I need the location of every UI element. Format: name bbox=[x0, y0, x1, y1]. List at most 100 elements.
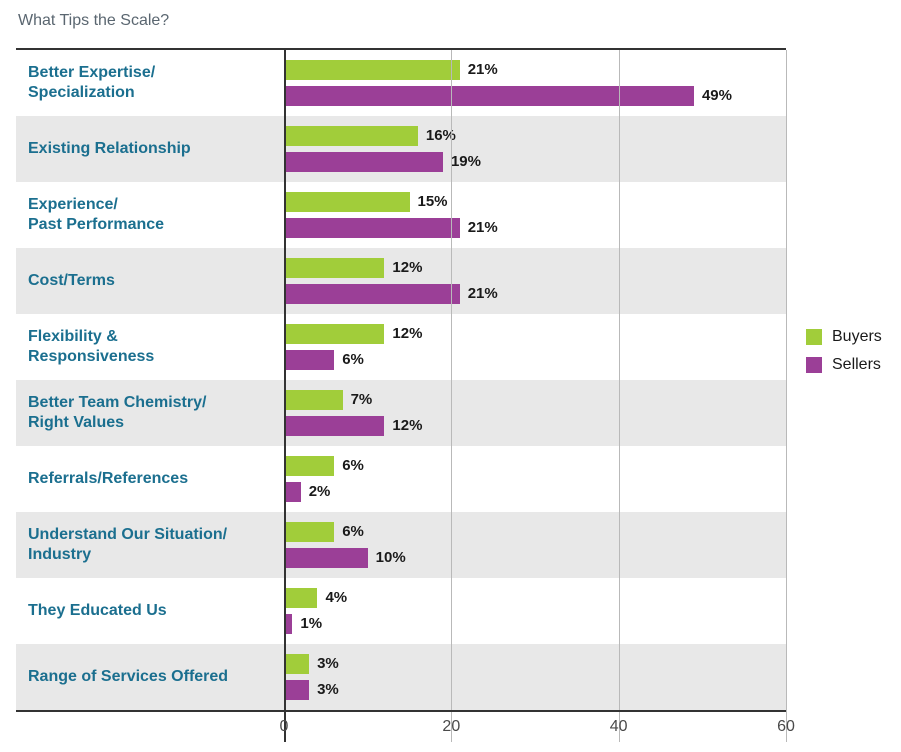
category-label: Referrals/References bbox=[16, 446, 284, 511]
bar-buyers bbox=[284, 324, 384, 344]
bar-value-label: 21% bbox=[468, 285, 498, 302]
category-label: Range of Services Offered bbox=[16, 644, 284, 709]
bar-buyers bbox=[284, 126, 418, 146]
bar-buyers bbox=[284, 60, 460, 80]
bar-line-sellers: 12% bbox=[284, 416, 786, 436]
bar-sellers bbox=[284, 416, 384, 436]
bar-value-label: 12% bbox=[392, 417, 422, 434]
x-tick-label: 40 bbox=[610, 718, 628, 736]
bar-line-buyers: 15% bbox=[284, 192, 786, 212]
legend-swatch bbox=[806, 329, 822, 345]
chart: Better Expertise/Specialization21%49%Exi… bbox=[16, 48, 786, 742]
bars-cell: 3% 3% bbox=[284, 644, 786, 709]
legend-label: Buyers bbox=[832, 328, 882, 346]
table-row: Better Expertise/Specialization21%49% bbox=[16, 50, 786, 116]
bar-value-label: 7% bbox=[351, 391, 373, 408]
bar-value-label: 2% bbox=[309, 483, 331, 500]
x-axis: 0204060 bbox=[16, 710, 786, 742]
category-label: Understand Our Situation/Industry bbox=[16, 512, 284, 577]
bar-line-sellers: 10% bbox=[284, 548, 786, 568]
bars-cell: 21%49% bbox=[284, 50, 786, 115]
bar-value-label: 3% bbox=[317, 655, 339, 672]
bar-buyers bbox=[284, 654, 309, 674]
bar-sellers bbox=[284, 614, 292, 634]
bar-value-label: 6% bbox=[342, 523, 364, 540]
bar-value-label: 10% bbox=[376, 549, 406, 566]
table-row: Understand Our Situation/Industry 6% 10% bbox=[16, 512, 786, 578]
bar-line-sellers: 3% bbox=[284, 680, 786, 700]
bars-cell: 12%6% bbox=[284, 314, 786, 379]
table-row: They Educated Us4%1% bbox=[16, 578, 786, 644]
table-row: Referrals/References 6% 2% bbox=[16, 446, 786, 512]
bar-line-sellers: 49% bbox=[284, 86, 786, 106]
gridline bbox=[786, 50, 787, 742]
bar-line-buyers: 16% bbox=[284, 126, 786, 146]
bars-cell: 7% 12% bbox=[284, 380, 786, 445]
bar-sellers bbox=[284, 680, 309, 700]
category-label: Experience/Past Performance bbox=[16, 182, 284, 247]
table-row: Cost/Terms 12% 21% bbox=[16, 248, 786, 314]
bar-line-buyers: 4% bbox=[284, 588, 786, 608]
bar-value-label: 1% bbox=[300, 615, 322, 632]
bar-line-sellers: 2% bbox=[284, 482, 786, 502]
bar-line-sellers: 6% bbox=[284, 350, 786, 370]
bar-buyers bbox=[284, 192, 410, 212]
bar-line-buyers: 21% bbox=[284, 60, 786, 80]
bar-sellers bbox=[284, 152, 443, 172]
chart-wrap: Better Expertise/Specialization21%49%Exi… bbox=[16, 48, 885, 742]
bar-value-label: 49% bbox=[702, 87, 732, 104]
x-axis-labels: 0204060 bbox=[284, 718, 786, 742]
bar-value-label: 19% bbox=[451, 153, 481, 170]
x-tick-label: 60 bbox=[777, 718, 795, 736]
bar-value-label: 12% bbox=[392, 259, 422, 276]
bar-line-sellers: 1% bbox=[284, 614, 786, 634]
bar-buyers bbox=[284, 522, 334, 542]
bars-cell: 16% 19% bbox=[284, 116, 786, 181]
bar-line-sellers: 21% bbox=[284, 284, 786, 304]
bar-line-sellers: 19% bbox=[284, 152, 786, 172]
bars-cell: 12% 21% bbox=[284, 248, 786, 313]
legend: Buyers Sellers bbox=[806, 328, 882, 384]
legend-swatch bbox=[806, 357, 822, 373]
bar-buyers bbox=[284, 258, 384, 278]
bar-line-buyers: 12% bbox=[284, 258, 786, 278]
category-label: Existing Relationship bbox=[16, 116, 284, 181]
bars-cell: 4%1% bbox=[284, 578, 786, 643]
bar-value-label: 4% bbox=[325, 589, 347, 606]
bar-line-buyers: 6% bbox=[284, 522, 786, 542]
bars-cell: 6% 2% bbox=[284, 446, 786, 511]
bar-buyers bbox=[284, 588, 317, 608]
bar-line-sellers: 21% bbox=[284, 218, 786, 238]
bar-sellers bbox=[284, 86, 694, 106]
table-row: Range of Services Offered 3% 3% bbox=[16, 644, 786, 710]
bar-value-label: 6% bbox=[342, 351, 364, 368]
bar-line-buyers: 12% bbox=[284, 324, 786, 344]
bar-sellers bbox=[284, 548, 368, 568]
bars-cell: 6% 10% bbox=[284, 512, 786, 577]
bar-value-label: 21% bbox=[468, 219, 498, 236]
category-label: Better Expertise/Specialization bbox=[16, 50, 284, 115]
bar-value-label: 3% bbox=[317, 681, 339, 698]
chart-rows: Better Expertise/Specialization21%49%Exi… bbox=[16, 50, 786, 710]
bar-buyers bbox=[284, 390, 343, 410]
bar-value-label: 15% bbox=[418, 193, 448, 210]
bar-value-label: 6% bbox=[342, 457, 364, 474]
bar-sellers bbox=[284, 482, 301, 502]
bar-sellers bbox=[284, 218, 460, 238]
x-tick-label: 20 bbox=[442, 718, 460, 736]
table-row: Experience/Past Performance 15% 21% bbox=[16, 182, 786, 248]
category-label: Better Team Chemistry/Right Values bbox=[16, 380, 284, 445]
bar-line-buyers: 3% bbox=[284, 654, 786, 674]
bar-buyers bbox=[284, 456, 334, 476]
table-row: Better Team Chemistry/Right Values 7% 12% bbox=[16, 380, 786, 446]
category-label: Cost/Terms bbox=[16, 248, 284, 313]
bars-cell: 15% 21% bbox=[284, 182, 786, 247]
bar-line-buyers: 6% bbox=[284, 456, 786, 476]
legend-label: Sellers bbox=[832, 356, 881, 374]
table-row: Flexibility &Responsiveness12%6% bbox=[16, 314, 786, 380]
legend-item-buyers: Buyers bbox=[806, 328, 882, 346]
legend-item-sellers: Sellers bbox=[806, 356, 882, 374]
bar-line-buyers: 7% bbox=[284, 390, 786, 410]
category-label: Flexibility &Responsiveness bbox=[16, 314, 284, 379]
bar-value-label: 16% bbox=[426, 127, 456, 144]
